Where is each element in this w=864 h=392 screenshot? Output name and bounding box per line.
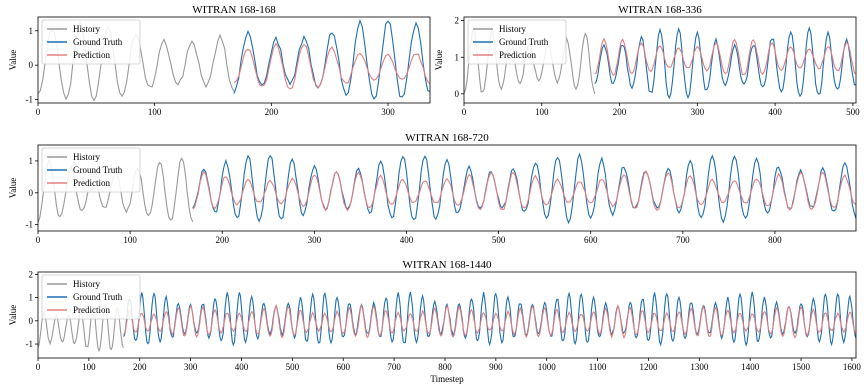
series-line-ground-truth: [123, 291, 856, 347]
x-tick-label: 100: [535, 107, 549, 117]
x-tick-label: 200: [215, 235, 229, 245]
y-axis-label: Value: [434, 50, 444, 71]
x-tick-label: 0: [36, 235, 41, 245]
legend-entry: Prediction: [73, 50, 110, 60]
legend-entry: Prediction: [73, 305, 110, 315]
x-tick-label: 400: [768, 107, 782, 117]
x-tick-label: 600: [336, 362, 350, 372]
y-tick-label: 0: [455, 89, 460, 99]
legend-entry: History: [73, 279, 101, 289]
x-tick-label: 600: [584, 235, 598, 245]
x-tick-label: 700: [387, 362, 401, 372]
x-axis-label: Timestep: [430, 374, 464, 384]
legend: History Ground Truth Prediction: [41, 19, 141, 65]
legend: History Ground Truth Prediction: [467, 19, 567, 65]
y-tick-label: -1: [26, 220, 34, 230]
chart-title: WITRAN 168-720: [405, 132, 489, 144]
x-tick-label: 300: [184, 362, 198, 372]
chart-title: WITRAN 168-168: [192, 4, 276, 16]
axes-frame: [37, 144, 857, 232]
y-tick-label: 0: [29, 188, 34, 198]
x-tick-label: 1200: [639, 362, 658, 372]
axes-frame: [463, 16, 857, 104]
x-tick-label: 1300: [690, 362, 709, 372]
x-tick-label: 1400: [741, 362, 760, 372]
x-tick-label: 400: [400, 235, 414, 245]
x-tick-label: 800: [768, 235, 782, 245]
y-tick-label: -1: [26, 339, 34, 349]
x-tick-label: 700: [676, 235, 690, 245]
x-tick-label: 300: [691, 107, 705, 117]
y-tick-label: -1: [26, 95, 34, 105]
legend-entry: Ground Truth: [499, 37, 549, 47]
legend-box: [467, 19, 567, 65]
legend-box: [41, 274, 141, 320]
series-line-prediction: [594, 37, 856, 77]
chart-title: WITRAN 168-336: [618, 4, 702, 16]
y-axis-label: Value: [8, 305, 18, 326]
y-tick-label: 2: [455, 16, 460, 26]
chart-panel-4: 0 100 200 300 400 500 600 700 800 900 1000 1100 1200…: [8, 259, 861, 384]
x-tick-label: 800: [438, 362, 452, 372]
legend-entry: Prediction: [73, 178, 110, 188]
x-tick-label: 0: [462, 107, 467, 117]
legend-entry: Prediction: [499, 50, 536, 60]
y-tick-label: 0: [29, 316, 34, 326]
x-tick-label: 400: [235, 362, 249, 372]
x-tick-label: 1600: [843, 362, 862, 372]
y-tick-label: 2: [29, 269, 34, 279]
chart-panel-2: 0 100 200 300 400 500 0 1 2 WITRAN 168-336 Value Hi…: [434, 4, 860, 117]
x-tick-label: 500: [492, 235, 506, 245]
legend-entry: History: [73, 152, 101, 162]
legend-box: [41, 147, 141, 193]
y-tick-label: 1: [29, 293, 34, 303]
y-axis-label: Value: [8, 178, 18, 199]
x-tick-label: 300: [308, 235, 322, 245]
y-tick-label: 1: [29, 26, 34, 36]
series-line-prediction: [123, 303, 856, 340]
chart-title: WITRAN 168-1440: [403, 259, 492, 271]
series-line-ground-truth: [233, 18, 430, 101]
legend-entry: Ground Truth: [73, 292, 123, 302]
x-tick-label: 100: [82, 362, 96, 372]
legend-entry: History: [499, 24, 527, 34]
x-tick-label: 900: [489, 362, 503, 372]
legend-entry: Ground Truth: [73, 165, 123, 175]
x-tick-label: 500: [846, 107, 860, 117]
x-tick-label: 1500: [792, 362, 811, 372]
series-line-ground-truth: [594, 26, 856, 100]
x-tick-label: 200: [613, 107, 627, 117]
legend-entry: Ground Truth: [73, 37, 123, 47]
y-tick-label: 0: [29, 60, 34, 70]
x-tick-label: 200: [133, 362, 147, 372]
x-tick-label: 300: [381, 107, 395, 117]
x-tick-label: 100: [148, 107, 162, 117]
y-tick-label: 1: [455, 52, 460, 62]
y-axis-label: Value: [8, 50, 18, 71]
series-line-prediction: [233, 42, 430, 90]
legend-entry: History: [73, 24, 101, 34]
axes-frame: [37, 271, 857, 359]
legend: History Ground Truth Prediction: [41, 274, 141, 320]
x-tick-label: 100: [123, 235, 137, 245]
series-line-prediction: [192, 169, 856, 212]
legend-box: [41, 19, 141, 65]
x-tick-label: 500: [286, 362, 300, 372]
x-tick-label: 1100: [589, 362, 607, 372]
legend: History Ground Truth Prediction: [41, 147, 141, 193]
y-tick-label: 1: [29, 156, 34, 166]
x-tick-label: 200: [265, 107, 279, 117]
x-tick-label: 0: [36, 107, 41, 117]
axes-frame: [37, 16, 431, 104]
x-tick-label: 1000: [538, 362, 557, 372]
x-tick-label: 0: [36, 362, 41, 372]
series-line-ground-truth: [192, 152, 856, 225]
